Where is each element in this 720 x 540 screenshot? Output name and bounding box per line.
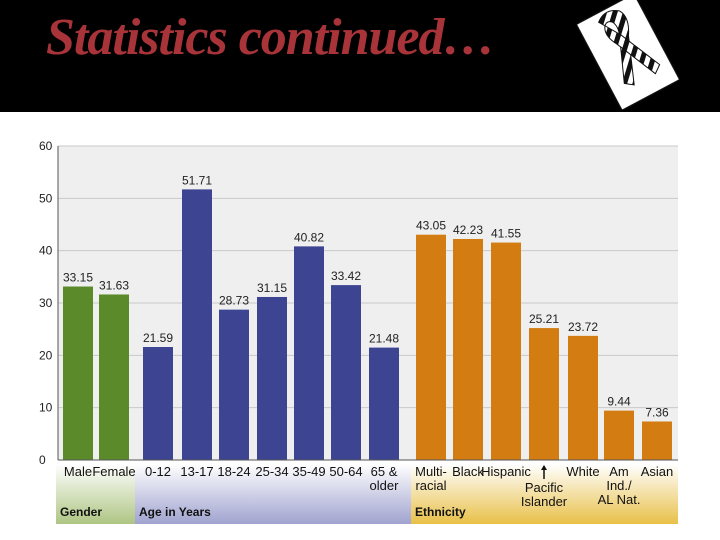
bar	[604, 410, 634, 460]
y-tick-label: 60	[39, 139, 53, 153]
category-label: Islander	[521, 494, 568, 509]
bar	[182, 189, 212, 460]
value-label: 7.36	[645, 405, 669, 419]
value-label: 21.59	[143, 331, 173, 345]
header-bar: Statistics continued…	[0, 0, 720, 112]
category-label: AL Nat.	[598, 492, 641, 507]
category-label: older	[370, 478, 400, 493]
bar	[453, 238, 483, 460]
value-label: 33.15	[63, 271, 93, 285]
bar	[143, 347, 173, 460]
value-label: 9.44	[607, 395, 631, 409]
y-tick-label: 20	[39, 348, 53, 362]
category-label: racial	[415, 478, 446, 493]
bar	[294, 246, 324, 460]
awareness-ribbon-icon	[577, 0, 679, 110]
value-label: 21.48	[369, 332, 399, 346]
category-label: Ind./	[606, 478, 632, 493]
category-label: 25-34	[255, 464, 288, 479]
y-tick-label: 0	[39, 453, 46, 467]
page-title: Statistics continued…	[46, 9, 496, 66]
value-label: 31.15	[257, 281, 287, 295]
y-tick-label: 10	[39, 401, 53, 415]
category-label: White	[566, 464, 599, 479]
group-label: Gender	[60, 505, 102, 519]
value-label: 28.73	[219, 294, 249, 308]
group-band-1	[135, 464, 411, 524]
value-label: 43.05	[416, 219, 446, 233]
category-label: 35-49	[292, 464, 325, 479]
y-tick-label: 40	[39, 244, 53, 258]
group-band-0	[56, 464, 135, 524]
y-tick-label: 30	[39, 296, 53, 310]
bar	[219, 309, 249, 460]
category-label: 13-17	[180, 464, 213, 479]
y-tick-label: 50	[39, 191, 53, 205]
bar	[369, 347, 399, 460]
bar	[331, 285, 361, 460]
ribbon-graphic	[597, 10, 661, 86]
value-label: 40.82	[294, 230, 324, 244]
value-label: 25.21	[529, 312, 559, 326]
group-label: Age in Years	[139, 505, 211, 519]
value-label: 33.42	[331, 269, 361, 283]
bar-chart: 0 10 20 30 40 50 60 Gender Age in Years Ethnicity…	[39, 139, 678, 524]
category-label: 65 &	[371, 464, 398, 479]
category-label: Hispanic	[481, 464, 531, 479]
bar	[491, 242, 521, 460]
value-label: 23.72	[568, 320, 598, 334]
value-label: 31.63	[99, 278, 129, 292]
group-label: Ethnicity	[415, 505, 466, 519]
bar	[568, 335, 598, 460]
value-label: 41.55	[491, 227, 521, 241]
bar	[99, 294, 129, 460]
category-label: Multi-	[415, 464, 447, 479]
category-label: Male	[64, 464, 92, 479]
label-arrowhead	[541, 465, 547, 470]
bar	[529, 328, 559, 460]
value-label: 51.71	[182, 173, 212, 187]
bar	[416, 234, 446, 460]
category-label: 0-12	[145, 464, 171, 479]
bar	[257, 296, 287, 460]
category-label: Black	[452, 464, 484, 479]
category-label: Asian	[641, 464, 674, 479]
category-label: Female	[92, 464, 135, 479]
category-label: 18-24	[217, 464, 250, 479]
category-label: 50-64	[329, 464, 362, 479]
bar	[63, 286, 93, 460]
category-label: Pacific	[525, 480, 564, 495]
value-label: 42.23	[453, 223, 483, 237]
chart-container: 0 10 20 30 40 50 60 Gender Age in Years Ethnicity…	[38, 136, 680, 524]
bar	[642, 421, 672, 460]
category-label: Am	[609, 464, 629, 479]
